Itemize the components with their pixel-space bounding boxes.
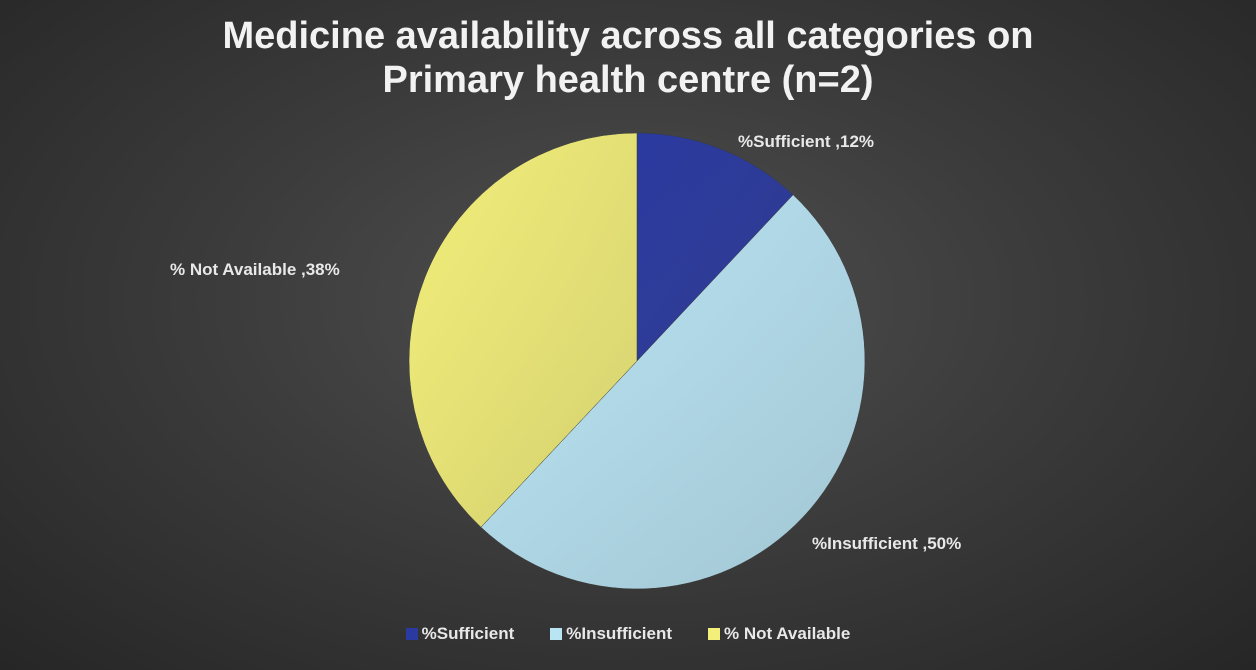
legend-swatch-not-available: [708, 628, 720, 640]
legend-item-insufficient: %Insufficient: [550, 624, 672, 644]
data-label-not-available: % Not Available ,38%: [170, 260, 340, 280]
legend-swatch-sufficient: [406, 628, 418, 640]
data-label-sufficient: %Sufficient ,12%: [738, 132, 874, 152]
legend-swatch-insufficient: [550, 628, 562, 640]
legend-label-insufficient: %Insufficient: [566, 624, 672, 644]
legend: %Sufficient %Insufficient % Not Availabl…: [0, 624, 1256, 644]
legend-item-sufficient: %Sufficient: [406, 624, 515, 644]
legend-item-not-available: % Not Available: [708, 624, 850, 644]
legend-label-not-available: % Not Available: [724, 624, 850, 644]
data-label-insufficient: %Insufficient ,50%: [812, 534, 961, 554]
legend-label-sufficient: %Sufficient: [422, 624, 515, 644]
